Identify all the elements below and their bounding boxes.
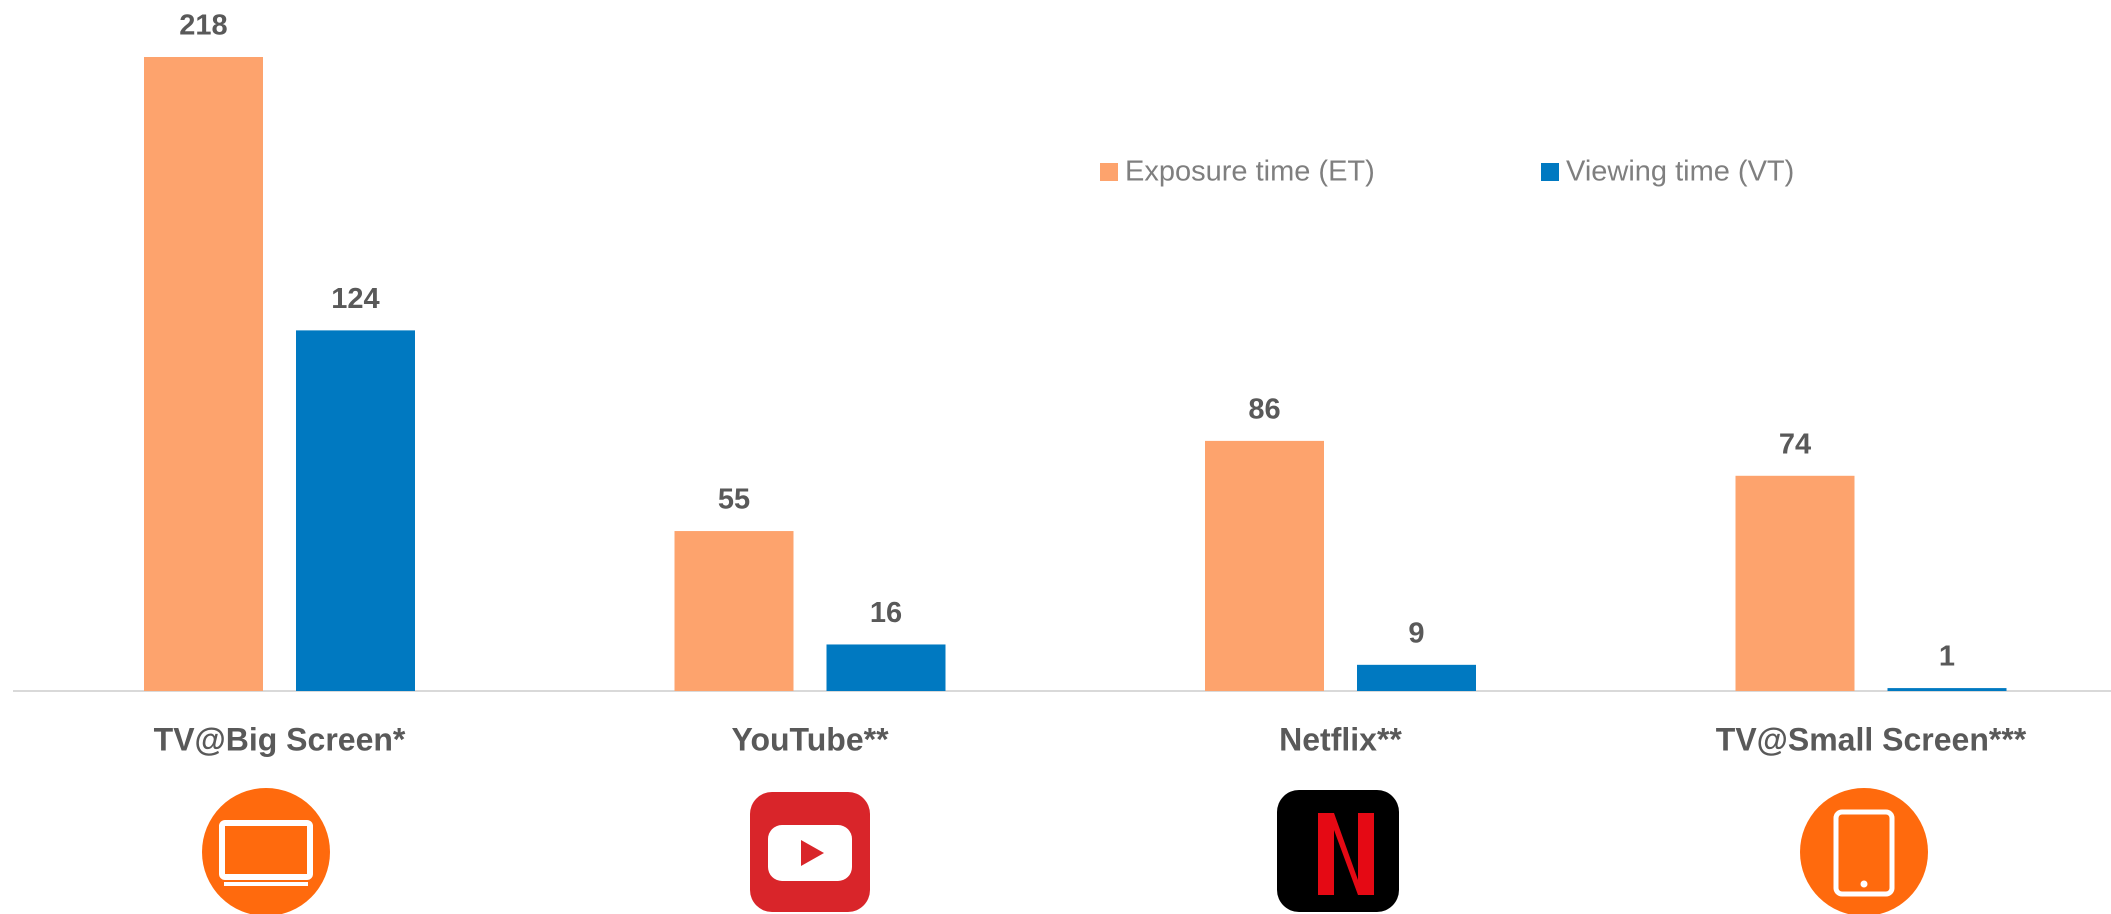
data-label: 124 — [331, 283, 379, 315]
data-label: 218 — [179, 10, 227, 42]
bar — [1735, 475, 1855, 691]
data-label: 9 — [1408, 617, 1424, 649]
bar — [296, 330, 415, 691]
bar — [674, 531, 794, 691]
x-tick-label: TV@Small Screen*** — [1716, 721, 2027, 757]
icon-tv — [202, 788, 330, 914]
bar — [1205, 440, 1324, 691]
icon-tablet — [1800, 788, 1928, 914]
bar — [1357, 664, 1476, 691]
icon-youtube — [750, 792, 870, 912]
legend-label: Exposure time (ET) — [1125, 156, 1375, 188]
data-label: 1 — [1939, 641, 1955, 673]
data-label: 16 — [870, 597, 902, 629]
bar — [144, 57, 263, 691]
legend-label: Viewing time (VT) — [1566, 156, 1794, 188]
data-label: 74 — [1779, 428, 1811, 460]
bar — [826, 644, 946, 691]
x-tick-label: TV@Big Screen* — [154, 721, 406, 757]
x-tick-label: Netflix** — [1279, 721, 1402, 757]
bar — [1887, 688, 2007, 691]
data-label: 55 — [718, 484, 750, 516]
legend-swatch — [1541, 163, 1559, 181]
data-label: 86 — [1248, 394, 1280, 426]
legend-swatch — [1100, 163, 1118, 181]
x-tick-label: YouTube** — [731, 721, 889, 757]
icon-netflix — [1277, 790, 1399, 912]
